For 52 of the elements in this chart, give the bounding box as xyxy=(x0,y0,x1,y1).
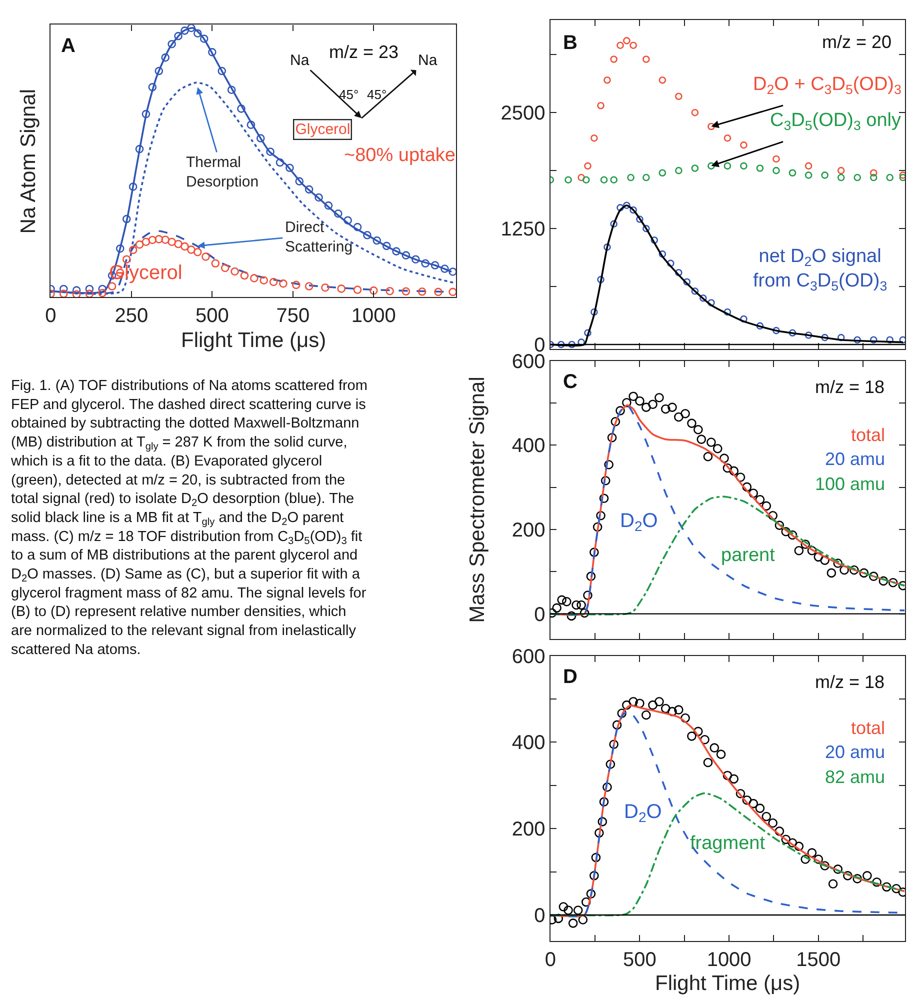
y-tick-label: 600 xyxy=(512,350,546,373)
y-tick-label: 400 xyxy=(512,435,546,458)
annotation: fragment xyxy=(690,833,766,854)
annotation: Na xyxy=(418,52,438,69)
text: net D$_{2}$O signal from C$_{3}$D$_{5}$(OD)$_{3}$ xyxy=(753,246,888,294)
x-tick-label: 500 xyxy=(195,305,229,328)
y-tick-label: 600 xyxy=(512,646,546,668)
y-tick-label: 200 xyxy=(512,520,546,542)
text: 20 amu xyxy=(825,742,886,762)
annotation: m/z = 20 xyxy=(822,32,892,52)
annotation: Na xyxy=(290,52,310,69)
annotation: 45° xyxy=(367,87,387,102)
annotation: m/z = 18 xyxy=(815,377,885,397)
y-axis-title: Na Atom Signal xyxy=(16,88,40,234)
annotation: Glycerol xyxy=(295,121,350,138)
x-tick-label: 250 xyxy=(114,305,148,328)
x-tick-label: 0 xyxy=(45,305,56,328)
text: total xyxy=(851,718,886,738)
y-tick-label: 0 xyxy=(534,904,546,927)
y-axis-title: Mass Spectrometer Signal xyxy=(466,376,489,623)
annotation: m/z = 18 xyxy=(815,672,885,692)
text: total xyxy=(851,425,886,445)
x-tick-label: 750 xyxy=(276,305,310,328)
x-tick-label: 1000 xyxy=(706,949,752,971)
annotation: 45° xyxy=(339,87,359,102)
annotation: D$_{2}$O xyxy=(624,801,662,826)
annotation: Direct Scattering xyxy=(285,219,353,256)
text: D$_{2}$O + C$_{3}$D$_{5}$(OD)$_{3}$ xyxy=(753,74,902,97)
annotation: C xyxy=(563,371,578,393)
y-tick-label: 2500 xyxy=(500,102,546,125)
annotation: D xyxy=(563,666,578,688)
text: 20 amu xyxy=(825,449,886,469)
x-tick-label: 500 xyxy=(623,949,656,971)
annotation: A xyxy=(61,35,76,57)
x-tick-label: 1500 xyxy=(796,949,841,971)
series-label: C$_{3}$D$_{5}$(OD)$_{3}$ only xyxy=(770,110,902,133)
y-tick-label: 200 xyxy=(512,818,546,841)
x-axis-title: Flight Time (μs) xyxy=(181,329,326,352)
annotation: ~80% uptake xyxy=(344,145,456,166)
annotation: Thermal Desorption xyxy=(186,154,259,190)
text: Fig. 1. (A) TOF distributions of Na atoms scattered from FEP and glycerol. The dashed direct scattering curve is obtained by subtracting the dotted Maxwell-Boltzmann (MB) distribution at T$_{gly}$ = 287 K from the solid curve, which is a fit to the data. (B) Evaporated glycerol (green), detected at m/z = 20, is subtracted from the total signal (red) to isolate D$_{2}$O desorption (blue). The solid black line is a MB fit at T$_{gly}$ and the D$_{2}$O parent mass. (C) m/z = 18 TOF distribution from C$_{3}$D$_{5}$(OD)$_{3}$ fit to a sum of MB distributions at the parent glycerol and D$_{2}$O masses. (D) Same as (C), but a superior fit with a glycerol fragment mass of 82 amu. The signal levels for (B) to (D) represent relative number densities, which are normalized to the relevant signal from inelastically scattered Na atoms. xyxy=(11,378,368,658)
annotation: m/z = 23 xyxy=(329,42,399,62)
x-axis-title: Flight Time (μs) xyxy=(655,972,800,995)
annotation: D$_{2}$O xyxy=(620,510,658,534)
text: 82 amu xyxy=(825,767,886,787)
text: 100 amu xyxy=(815,474,886,494)
x-tick-label: 1000 xyxy=(351,305,396,328)
annotation: B xyxy=(563,32,578,54)
annotation: parent xyxy=(721,545,776,566)
y-tick-label: 1250 xyxy=(500,218,546,241)
y-tick-label: 400 xyxy=(512,732,546,754)
y-tick-label: 0 xyxy=(534,604,546,626)
